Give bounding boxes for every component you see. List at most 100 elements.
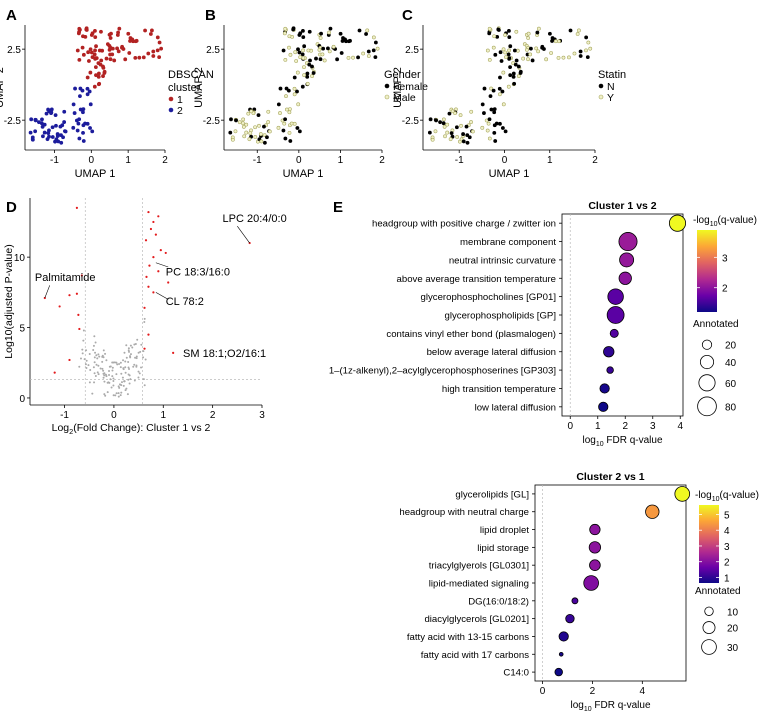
enrichment-dot bbox=[607, 288, 624, 305]
volcano-point-ns bbox=[115, 392, 118, 395]
umap-point bbox=[438, 120, 442, 125]
umap-point bbox=[126, 31, 131, 36]
umap-point bbox=[242, 134, 247, 139]
umap-point bbox=[85, 86, 90, 91]
volcano-point-ns bbox=[134, 343, 137, 346]
plot-title: Cluster 2 vs 1 bbox=[576, 471, 644, 483]
category-label: C14:0 bbox=[503, 668, 529, 679]
category-label: fatty acid with 13-15 carbons bbox=[407, 632, 529, 643]
volcano-point-ns bbox=[104, 394, 107, 397]
volcano-point-ns bbox=[122, 367, 125, 370]
volcano-point-ns bbox=[102, 372, 105, 375]
umap-point bbox=[81, 110, 85, 115]
umap-point bbox=[544, 57, 549, 62]
umap-point bbox=[486, 121, 491, 126]
y-tick-label: -2.5 bbox=[203, 116, 221, 127]
umap-point bbox=[159, 46, 164, 51]
umap-point bbox=[298, 55, 303, 60]
volcano-point-ns bbox=[133, 343, 136, 346]
umap-point bbox=[536, 26, 541, 31]
umap-point bbox=[326, 46, 330, 51]
umap-point bbox=[507, 35, 512, 39]
category-label: contains vinyl ether bond (plasmalogen) bbox=[386, 329, 556, 340]
size-legend-circle bbox=[698, 374, 716, 392]
category-label: membrane component bbox=[460, 237, 556, 248]
umap-point bbox=[102, 71, 107, 75]
size-legend-label: 20 bbox=[725, 341, 737, 352]
umap-point bbox=[518, 71, 523, 75]
umap-point bbox=[44, 111, 49, 116]
umap-point bbox=[306, 48, 311, 53]
umap-point bbox=[228, 130, 233, 135]
volcano-point-ns bbox=[127, 349, 130, 352]
umap-point bbox=[528, 52, 533, 57]
volcano-point-ns bbox=[85, 367, 88, 370]
umap-point bbox=[50, 125, 55, 130]
volcano-point-ns bbox=[103, 374, 106, 377]
volcano-point-ns bbox=[103, 393, 106, 396]
volcano-point-ns bbox=[94, 374, 97, 377]
x-tick-label: 4 bbox=[677, 421, 683, 432]
y-tick-label: 0 bbox=[19, 394, 25, 405]
umap-point bbox=[338, 31, 343, 36]
umap-point bbox=[297, 50, 302, 55]
umap-point bbox=[487, 58, 492, 62]
umap-point bbox=[93, 48, 97, 53]
volcano-point-ns bbox=[93, 361, 96, 364]
size-legend-label: 10 bbox=[727, 607, 739, 618]
x-axis-title: Log2(Fold Change): Cluster 1 vs 2 bbox=[52, 422, 211, 436]
umap-point bbox=[453, 111, 457, 116]
volcano-point-significant bbox=[148, 264, 151, 267]
umap-point bbox=[321, 46, 326, 51]
volcano-point-ns bbox=[120, 391, 123, 394]
category-label: DG(16:0/18:2) bbox=[468, 596, 529, 607]
umap-point bbox=[284, 86, 289, 91]
umap-point bbox=[101, 64, 105, 69]
volcano-point-ns bbox=[137, 370, 140, 373]
umap-point bbox=[373, 40, 378, 45]
volcano-point-significant bbox=[77, 313, 80, 316]
umap-point bbox=[77, 26, 82, 31]
umap-point bbox=[578, 49, 583, 54]
umap-point bbox=[464, 124, 469, 129]
volcano-point-ns bbox=[125, 387, 128, 390]
category-label: below average lateral diffusion bbox=[427, 347, 556, 358]
volcano-point-ns bbox=[109, 378, 112, 381]
volcano-point-ns bbox=[122, 384, 125, 387]
umap-point bbox=[80, 88, 85, 93]
volcano-point-ns bbox=[119, 366, 122, 369]
annotation-label: SM 18:1;O2/16:1 bbox=[183, 348, 266, 360]
legend-swatch bbox=[168, 96, 174, 102]
annotation-leader bbox=[155, 292, 169, 300]
umap-point bbox=[322, 58, 327, 63]
umap-point bbox=[151, 49, 156, 54]
panel-label: B bbox=[205, 7, 216, 24]
umap-point bbox=[157, 55, 162, 59]
volcano-point-ns bbox=[138, 372, 141, 375]
umap-point bbox=[297, 33, 302, 37]
umap-point bbox=[94, 44, 98, 49]
umap-point bbox=[107, 47, 112, 52]
legend-item-label: Male bbox=[393, 92, 416, 104]
volcano-point-ns bbox=[108, 373, 111, 376]
volcano-point-ns bbox=[88, 381, 91, 384]
y-tick-label: -2.5 bbox=[402, 116, 420, 127]
size-legend-circle bbox=[704, 606, 714, 616]
volcano-point-ns bbox=[112, 361, 115, 364]
umap-point bbox=[584, 35, 589, 40]
volcano-point-ns bbox=[139, 350, 142, 353]
umap-point bbox=[319, 31, 323, 36]
umap-point bbox=[281, 128, 286, 133]
umap-point bbox=[428, 117, 433, 122]
umap-point bbox=[485, 128, 490, 133]
umap-point bbox=[300, 84, 305, 89]
umap-point bbox=[98, 62, 103, 67]
umap-point bbox=[356, 55, 360, 60]
volcano-point-ns bbox=[105, 375, 108, 378]
umap-point bbox=[508, 44, 513, 49]
umap-point bbox=[297, 129, 302, 134]
volcano-point-ns bbox=[92, 344, 95, 347]
umap-point bbox=[81, 139, 86, 143]
umap-point bbox=[146, 51, 151, 56]
umap-point bbox=[266, 120, 271, 124]
